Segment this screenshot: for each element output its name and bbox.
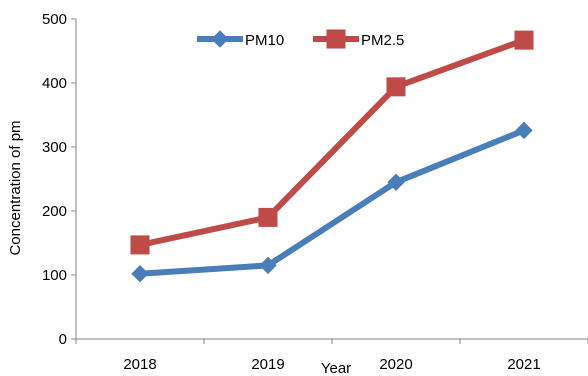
x-axis-title: Year: [321, 360, 351, 376]
series-layer: [130, 30, 534, 283]
x-tick-labels: 2018 2019 2020 2021: [123, 356, 540, 373]
y-tick-label: 500: [42, 11, 67, 28]
x-tick-label: 2019: [251, 356, 284, 373]
legend-swatch-marker: [326, 29, 346, 49]
axes: [71, 18, 588, 344]
legend-label: PM10: [245, 32, 284, 49]
legend-item: PM2.5: [313, 29, 404, 49]
data-point: [130, 235, 150, 255]
data-point: [386, 77, 406, 97]
data-point: [514, 30, 534, 50]
legend-label: PM2.5: [361, 32, 404, 49]
data-point: [515, 121, 533, 140]
legend: PM10 PM2.5: [197, 29, 404, 49]
y-tick-label: 400: [42, 75, 67, 92]
y-tick-label: 200: [42, 203, 67, 220]
legend-item: PM10: [197, 30, 284, 49]
series-0: [131, 121, 533, 283]
y-axis-title: Concentration of pm: [7, 120, 24, 255]
y-tick-label: 0: [59, 331, 67, 348]
data-point: [259, 256, 277, 275]
y-tick-labels: 0 100 200 300 400 500: [42, 11, 67, 348]
data-point: [387, 173, 405, 191]
x-tick-label: 2021: [507, 356, 540, 373]
legend-swatch-marker: [211, 30, 229, 48]
x-tick-label: 2018: [123, 356, 156, 373]
data-point: [258, 207, 278, 227]
series-line: [139, 127, 526, 277]
y-tick-label: 100: [42, 267, 67, 284]
data-point: [131, 265, 149, 283]
y-tick-label: 300: [42, 139, 67, 156]
series-1: [130, 30, 534, 255]
x-tick-label: 2020: [379, 356, 412, 373]
series-line: [139, 37, 526, 248]
